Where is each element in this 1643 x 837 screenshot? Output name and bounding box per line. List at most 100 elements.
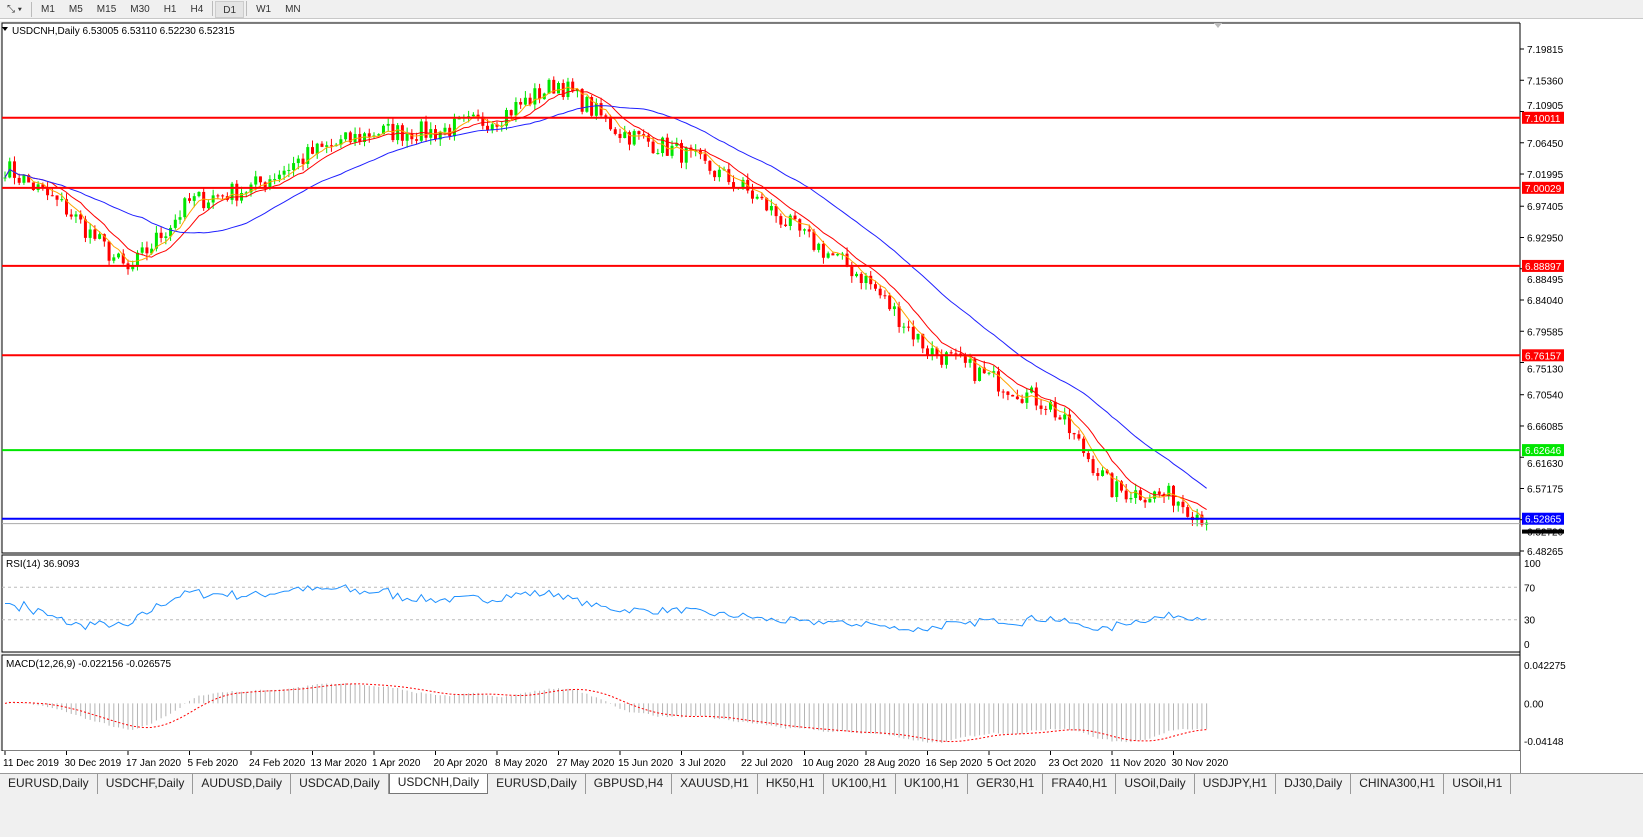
candle-body	[377, 134, 381, 136]
price-tick-label: 6.66085	[1527, 422, 1564, 433]
chart-tab[interactable]: HK50,H1	[758, 774, 824, 794]
candle-body	[566, 81, 570, 98]
chart-tab[interactable]: UK100,H1	[824, 774, 896, 794]
timeframe-w1[interactable]: W1	[256, 3, 272, 15]
candle-body	[1063, 414, 1067, 420]
level-price-label: 7.00029	[1525, 184, 1562, 195]
timeframe-h1[interactable]: H1	[163, 3, 177, 15]
candle-body	[22, 175, 26, 183]
candle-body	[292, 163, 296, 170]
candle-body	[1091, 459, 1095, 474]
chart-tab[interactable]: USDCHF,Daily	[98, 774, 194, 794]
candle-body	[415, 139, 419, 141]
candle-body	[675, 143, 679, 146]
candle-body	[339, 139, 343, 145]
date-label: 30 Dec 2019	[65, 758, 122, 769]
level-price-badge	[1522, 512, 1564, 525]
toolbar-divider	[212, 0, 214, 16]
candle-body	[244, 192, 248, 194]
chart-tab[interactable]: AUDUSD,Daily	[193, 774, 292, 794]
chart-tab[interactable]: FRA40,H1	[1043, 774, 1117, 794]
chart-canvas[interactable]: 7.19815 7.15360 7.10905 7.06450 7.01995 6.974…	[0, 21, 1643, 773]
candle-body	[1148, 498, 1152, 503]
candle-body	[344, 132, 348, 140]
timeframe-m1[interactable]: M1	[40, 3, 55, 15]
timeframe-m15[interactable]: M15	[96, 3, 117, 15]
candle-body	[438, 131, 442, 140]
candle-body	[117, 253, 121, 258]
candle-body	[159, 232, 163, 238]
candle-body	[348, 132, 352, 143]
candle-body	[79, 214, 83, 220]
candle-body	[963, 355, 967, 363]
timeframe-mn[interactable]: MN	[285, 3, 301, 15]
chart-tab[interactable]: DJ30,Daily	[1276, 774, 1352, 794]
candle-body	[897, 306, 901, 327]
candle-body	[60, 199, 64, 201]
line-tools-icon[interactable]: ⤡ ▾	[7, 3, 22, 15]
candle-body	[221, 195, 225, 197]
chart-tab[interactable]: USDCAD,Daily	[291, 774, 389, 794]
candle-body	[206, 202, 210, 209]
macd-tick-label: -0.04148	[1524, 737, 1564, 748]
candles	[3, 76, 1209, 531]
candle-body	[741, 179, 745, 188]
candle-body	[301, 158, 305, 164]
candle-body	[793, 215, 797, 220]
timeframe-buttons: M1 M5 M15 M30 H1 H4 D1 W1 MN	[34, 0, 308, 18]
date-label: 3 Jul 2020	[680, 758, 727, 769]
moving-average-line	[4, 89, 1207, 510]
chart-tab[interactable]: EURUSD,Daily	[0, 774, 98, 794]
timeframe-m5[interactable]: M5	[68, 3, 83, 15]
level-price-badge	[1522, 444, 1564, 457]
chart-tab[interactable]: GER30,H1	[968, 774, 1044, 794]
date-label: 16 Sep 2020	[926, 758, 983, 769]
candle-body	[627, 132, 631, 145]
chart-tab[interactable]: XAUUSD,H1	[672, 774, 758, 794]
chart-tab[interactable]: UK100,H1	[896, 774, 969, 794]
price-tick-label: 6.48265	[1527, 547, 1564, 558]
candle-body	[183, 198, 187, 218]
date-label: 15 Jun 2020	[618, 758, 673, 769]
candle-body	[311, 147, 314, 154]
candle-body	[855, 273, 859, 277]
candle-body	[613, 129, 617, 134]
chart-tab[interactable]: CHINA300,H1	[1351, 774, 1445, 794]
candle-body	[769, 205, 773, 211]
chart-tab[interactable]: GBPUSD,H4	[586, 774, 673, 794]
chart-tab[interactable]: USOil,Daily	[1116, 774, 1195, 794]
candle-body	[1067, 414, 1071, 434]
chart-tab[interactable]: EURUSD,Daily	[488, 774, 586, 794]
candle-body	[538, 88, 542, 100]
candle-body	[41, 184, 45, 188]
candle-body	[873, 284, 877, 289]
candle-body	[381, 125, 385, 135]
candle-body	[703, 154, 707, 161]
candle-body	[424, 121, 428, 138]
candle-body	[968, 359, 972, 363]
chart-tab[interactable]: USOil,H1	[1444, 774, 1512, 794]
chart-tab[interactable]: USDJPY,H1	[1195, 774, 1277, 794]
candle-body	[755, 196, 759, 199]
chart-tab[interactable]: USDCNH,Daily	[388, 774, 489, 794]
candle-body	[944, 352, 948, 365]
timeframe-h4[interactable]: H4	[190, 3, 204, 15]
candle-body	[1167, 485, 1171, 497]
candle-body	[509, 110, 513, 116]
candle-body	[528, 97, 532, 105]
candle-body	[1001, 391, 1005, 393]
candle-body	[46, 187, 50, 196]
timeframe-m30[interactable]: M30	[130, 3, 150, 15]
candle-body	[12, 161, 16, 178]
candle-body	[708, 160, 712, 171]
candle-body	[651, 141, 655, 154]
timeframe-d1[interactable]: D1	[215, 0, 245, 18]
candle-body	[216, 195, 220, 197]
macd-label: MACD(12,26,9) -0.022156 -0.026575	[6, 659, 172, 670]
candle-body	[684, 147, 688, 163]
candle-body	[609, 116, 613, 130]
candle-body	[65, 199, 68, 215]
candle-body	[467, 116, 471, 118]
candle-body	[1101, 470, 1105, 476]
level-price-badge	[1522, 111, 1564, 124]
